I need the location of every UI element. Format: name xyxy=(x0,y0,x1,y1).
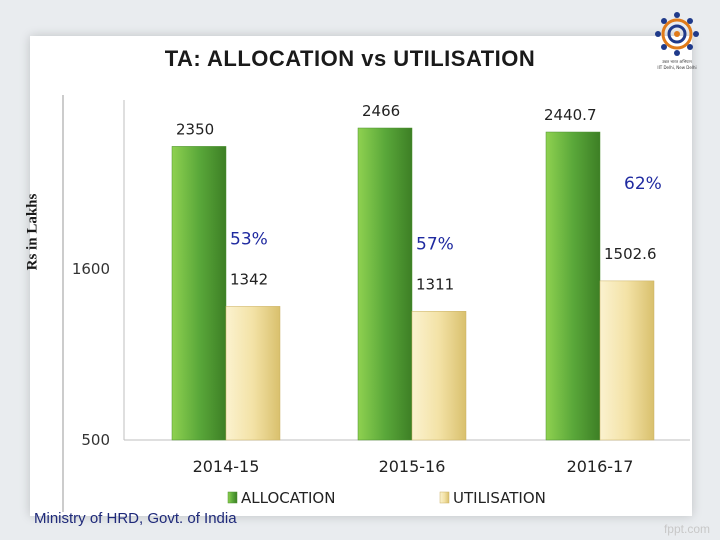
footer-text: Ministry of HRD, Govt. of India xyxy=(34,510,237,527)
bar-utilisation-2016-17 xyxy=(599,280,655,441)
x-tick-label: 2015-16 xyxy=(379,457,446,476)
bar-allocation-2016-17 xyxy=(545,131,601,441)
logo-icon: उन्नत भारत अभियान IIT Delhi, New Delhi xyxy=(655,12,699,70)
data-label: 2350 xyxy=(176,120,214,138)
bar-utilisation-2014-15 xyxy=(225,306,281,441)
bar-utilisation-2015-16 xyxy=(411,311,467,441)
bar-allocation-2014-15 xyxy=(171,146,227,441)
data-label: 1342 xyxy=(230,270,268,288)
legend-swatch-allocation xyxy=(227,491,238,504)
y-tick-label: 1600 xyxy=(72,260,110,278)
x-tick-label: 2016-17 xyxy=(567,457,634,476)
x-tick-label: 2014-15 xyxy=(193,457,260,476)
logo-text-2: IIT Delhi, New Delhi xyxy=(657,65,696,70)
legend-label-utilisation: UTILISATION xyxy=(453,489,546,507)
data-label: 1502.6 xyxy=(604,245,657,263)
y-tick-label: 500 xyxy=(81,431,110,449)
legend-swatch-utilisation xyxy=(439,491,450,504)
percent-label: 53% xyxy=(230,229,268,249)
watermark: fppt.com xyxy=(663,522,710,536)
data-label: 1311 xyxy=(416,275,454,293)
percent-label: 57% xyxy=(416,234,454,254)
data-label: 2440.7 xyxy=(544,106,597,124)
legend-label-allocation: ALLOCATION xyxy=(241,489,335,507)
bar-allocation-2015-16 xyxy=(357,127,413,441)
percent-label: 62% xyxy=(624,174,662,194)
logo-text-1: उन्नत भारत अभियान xyxy=(662,59,692,64)
slide-title: TA: ALLOCATION vs UTILISATION xyxy=(164,46,536,71)
data-label: 2466 xyxy=(362,102,400,120)
